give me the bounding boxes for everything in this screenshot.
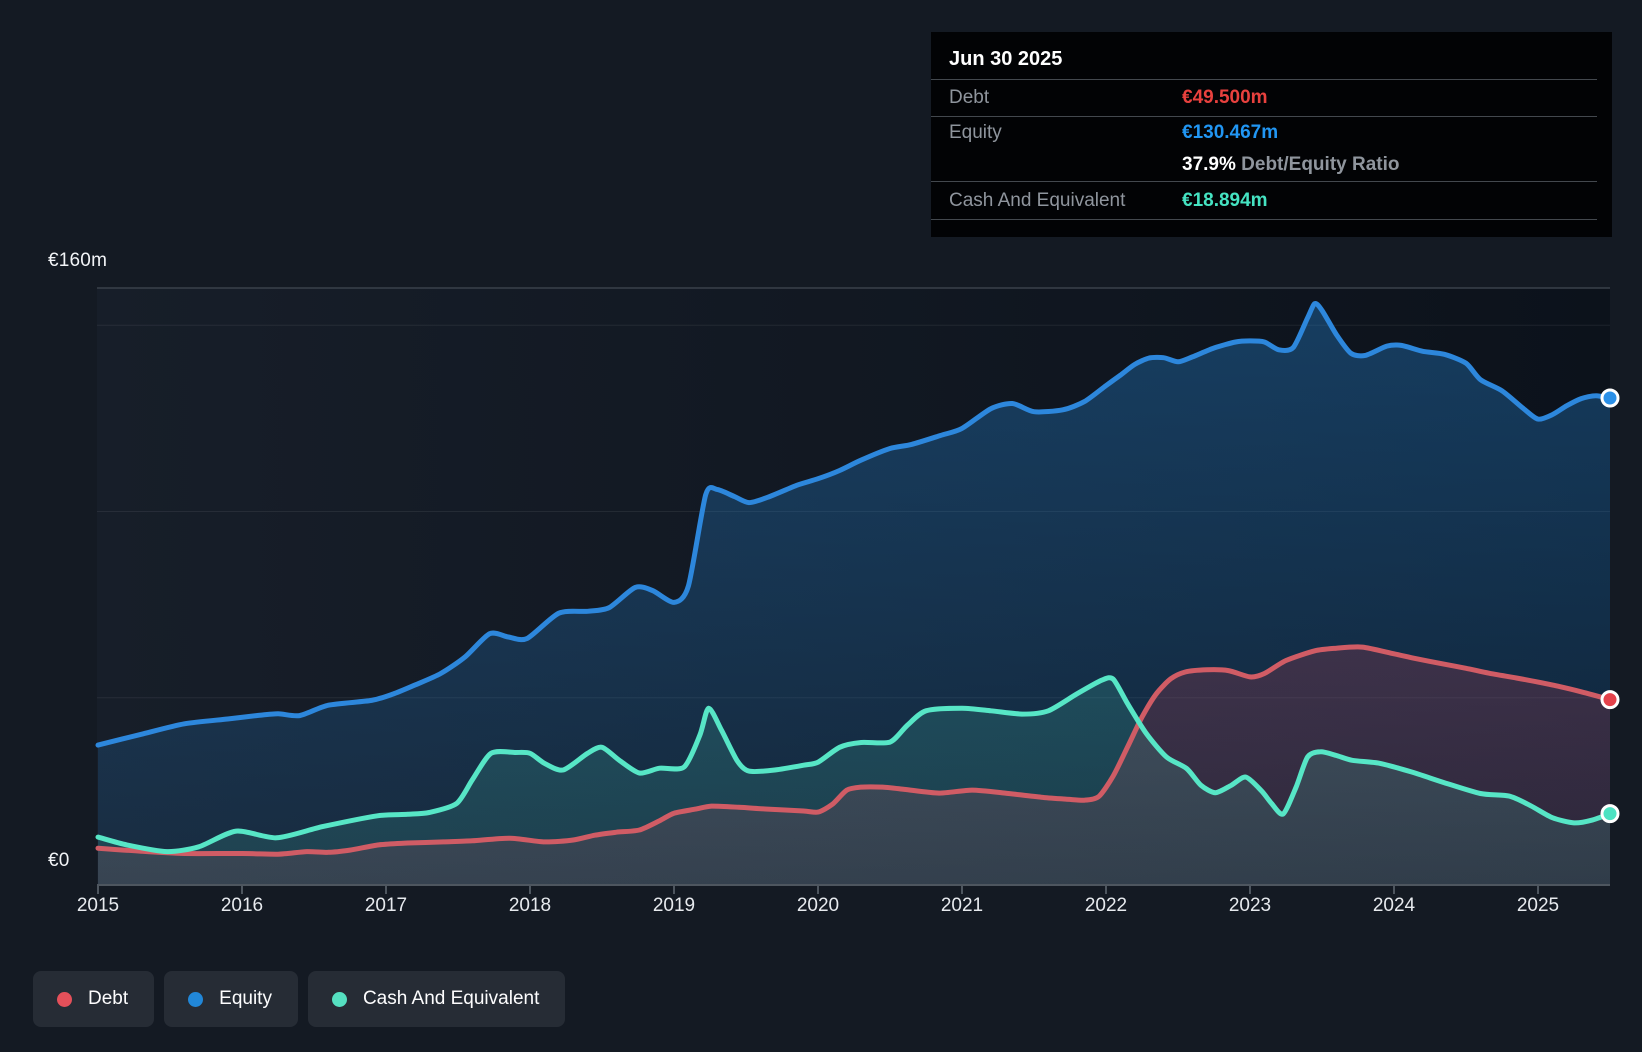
x-tick-label-2021: 2021	[940, 895, 984, 916]
tooltip-row-ratio: 37.9% Debt/Equity Ratio	[931, 149, 1597, 182]
debt-endpoint-dot	[1600, 690, 1620, 710]
x-tick-label-2019: 2019	[652, 895, 696, 916]
tooltip-debt-label: Debt	[949, 87, 990, 108]
tooltip-row-cash: Cash And Equivalent €18.894m	[931, 182, 1597, 220]
cash-and-equivalent-endpoint-dot	[1600, 804, 1620, 824]
x-tick-label-2015: 2015	[76, 895, 120, 916]
legend-item-equity[interactable]: Equity	[164, 971, 298, 1027]
tooltip-ratio-label: Debt/Equity Ratio	[1241, 154, 1400, 175]
tooltip-debt-value: €49.500m	[1182, 87, 1268, 108]
tooltip-ratio-value: 37.9%	[1182, 154, 1236, 175]
tooltip-date: Jun 30 2025	[931, 32, 1597, 80]
cash-and-equivalent-legend-dot-icon	[331, 991, 347, 1007]
tooltip-equity-value: €130.467m	[1182, 122, 1279, 143]
x-tick-label-2025: 2025	[1516, 895, 1560, 916]
tooltip-equity-label: Equity	[949, 122, 1002, 143]
tooltip-ratio: 37.9% Debt/Equity Ratio	[1182, 154, 1400, 176]
x-tick-label-2020: 2020	[796, 895, 840, 916]
cash-and-equivalent-line	[95, 675, 1613, 855]
cash-and-equivalent-area-fill	[98, 677, 1610, 884]
tooltip-row-equity: Equity €130.467m	[931, 117, 1597, 149]
x-tick-label-2024: 2024	[1372, 895, 1416, 916]
legend-item-debt[interactable]: Debt	[33, 971, 155, 1027]
x-tick-label-2017: 2017	[364, 895, 408, 916]
equity-line	[95, 301, 1613, 748]
debt-line	[95, 644, 1613, 857]
tooltip-cash-value: €18.894m	[1182, 189, 1268, 211]
legend-label: Debt	[88, 988, 129, 1009]
legend-item-cash-and-equivalent[interactable]: Cash And Equivalent	[307, 971, 566, 1027]
tooltip-cash-label: Cash And Equivalent	[949, 189, 1126, 211]
x-tick-label-2023: 2023	[1228, 895, 1272, 916]
x-tick-label-2022: 2022	[1084, 895, 1128, 916]
legend-label: Equity	[219, 988, 272, 1009]
legend-label: Cash And Equivalent	[362, 988, 540, 1009]
y-axis-max-label: €160m	[48, 250, 108, 271]
tooltip-row-debt: Debt €49.500m	[931, 80, 1597, 117]
x-tick-label-2016: 2016	[220, 895, 264, 916]
x-tick-label-2018: 2018	[508, 895, 552, 916]
equity-endpoint-dot	[1600, 388, 1620, 408]
debt-legend-dot-icon	[57, 991, 72, 1007]
y-axis-zero-label: €0	[48, 850, 70, 871]
chart-tooltip: Jun 30 2025 Debt €49.500m Equity €130.46…	[931, 32, 1612, 237]
equity-legend-dot-icon	[188, 991, 204, 1007]
chart-legend: Debt Equity Cash And Equivalent	[33, 971, 566, 1027]
